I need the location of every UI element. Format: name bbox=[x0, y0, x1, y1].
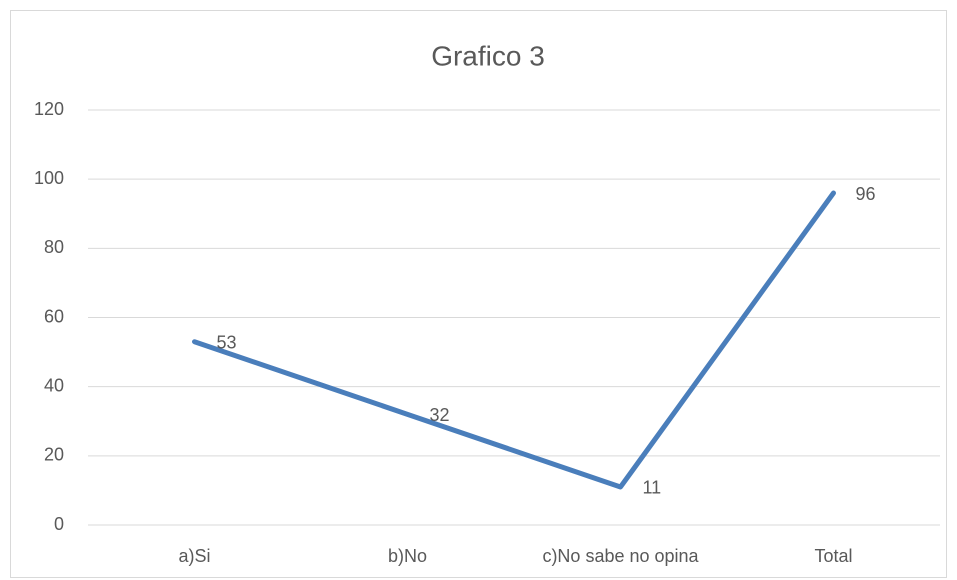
chart-title: Grafico 3 bbox=[431, 40, 545, 71]
x-tick-label: c)No sabe no opina bbox=[542, 546, 699, 566]
x-tick-label: b)No bbox=[388, 546, 427, 566]
y-tick-label: 80 bbox=[44, 237, 64, 257]
y-tick-label: 120 bbox=[34, 99, 64, 119]
data-label: 11 bbox=[643, 478, 662, 498]
line bbox=[192, 190, 836, 490]
x-tick-label: Total bbox=[814, 546, 852, 566]
data-label: 96 bbox=[856, 184, 876, 204]
y-tick-label: 100 bbox=[34, 168, 64, 188]
y-tick-label: 40 bbox=[44, 375, 64, 395]
y-tick-label: 20 bbox=[44, 445, 64, 465]
y-tick-label: 60 bbox=[44, 306, 64, 326]
x-tick-label: a)Si bbox=[178, 546, 210, 566]
chart-border bbox=[10, 10, 947, 578]
data-label: 32 bbox=[430, 405, 450, 425]
data-label: 53 bbox=[217, 332, 237, 352]
y-tick-label: 0 bbox=[54, 514, 64, 534]
